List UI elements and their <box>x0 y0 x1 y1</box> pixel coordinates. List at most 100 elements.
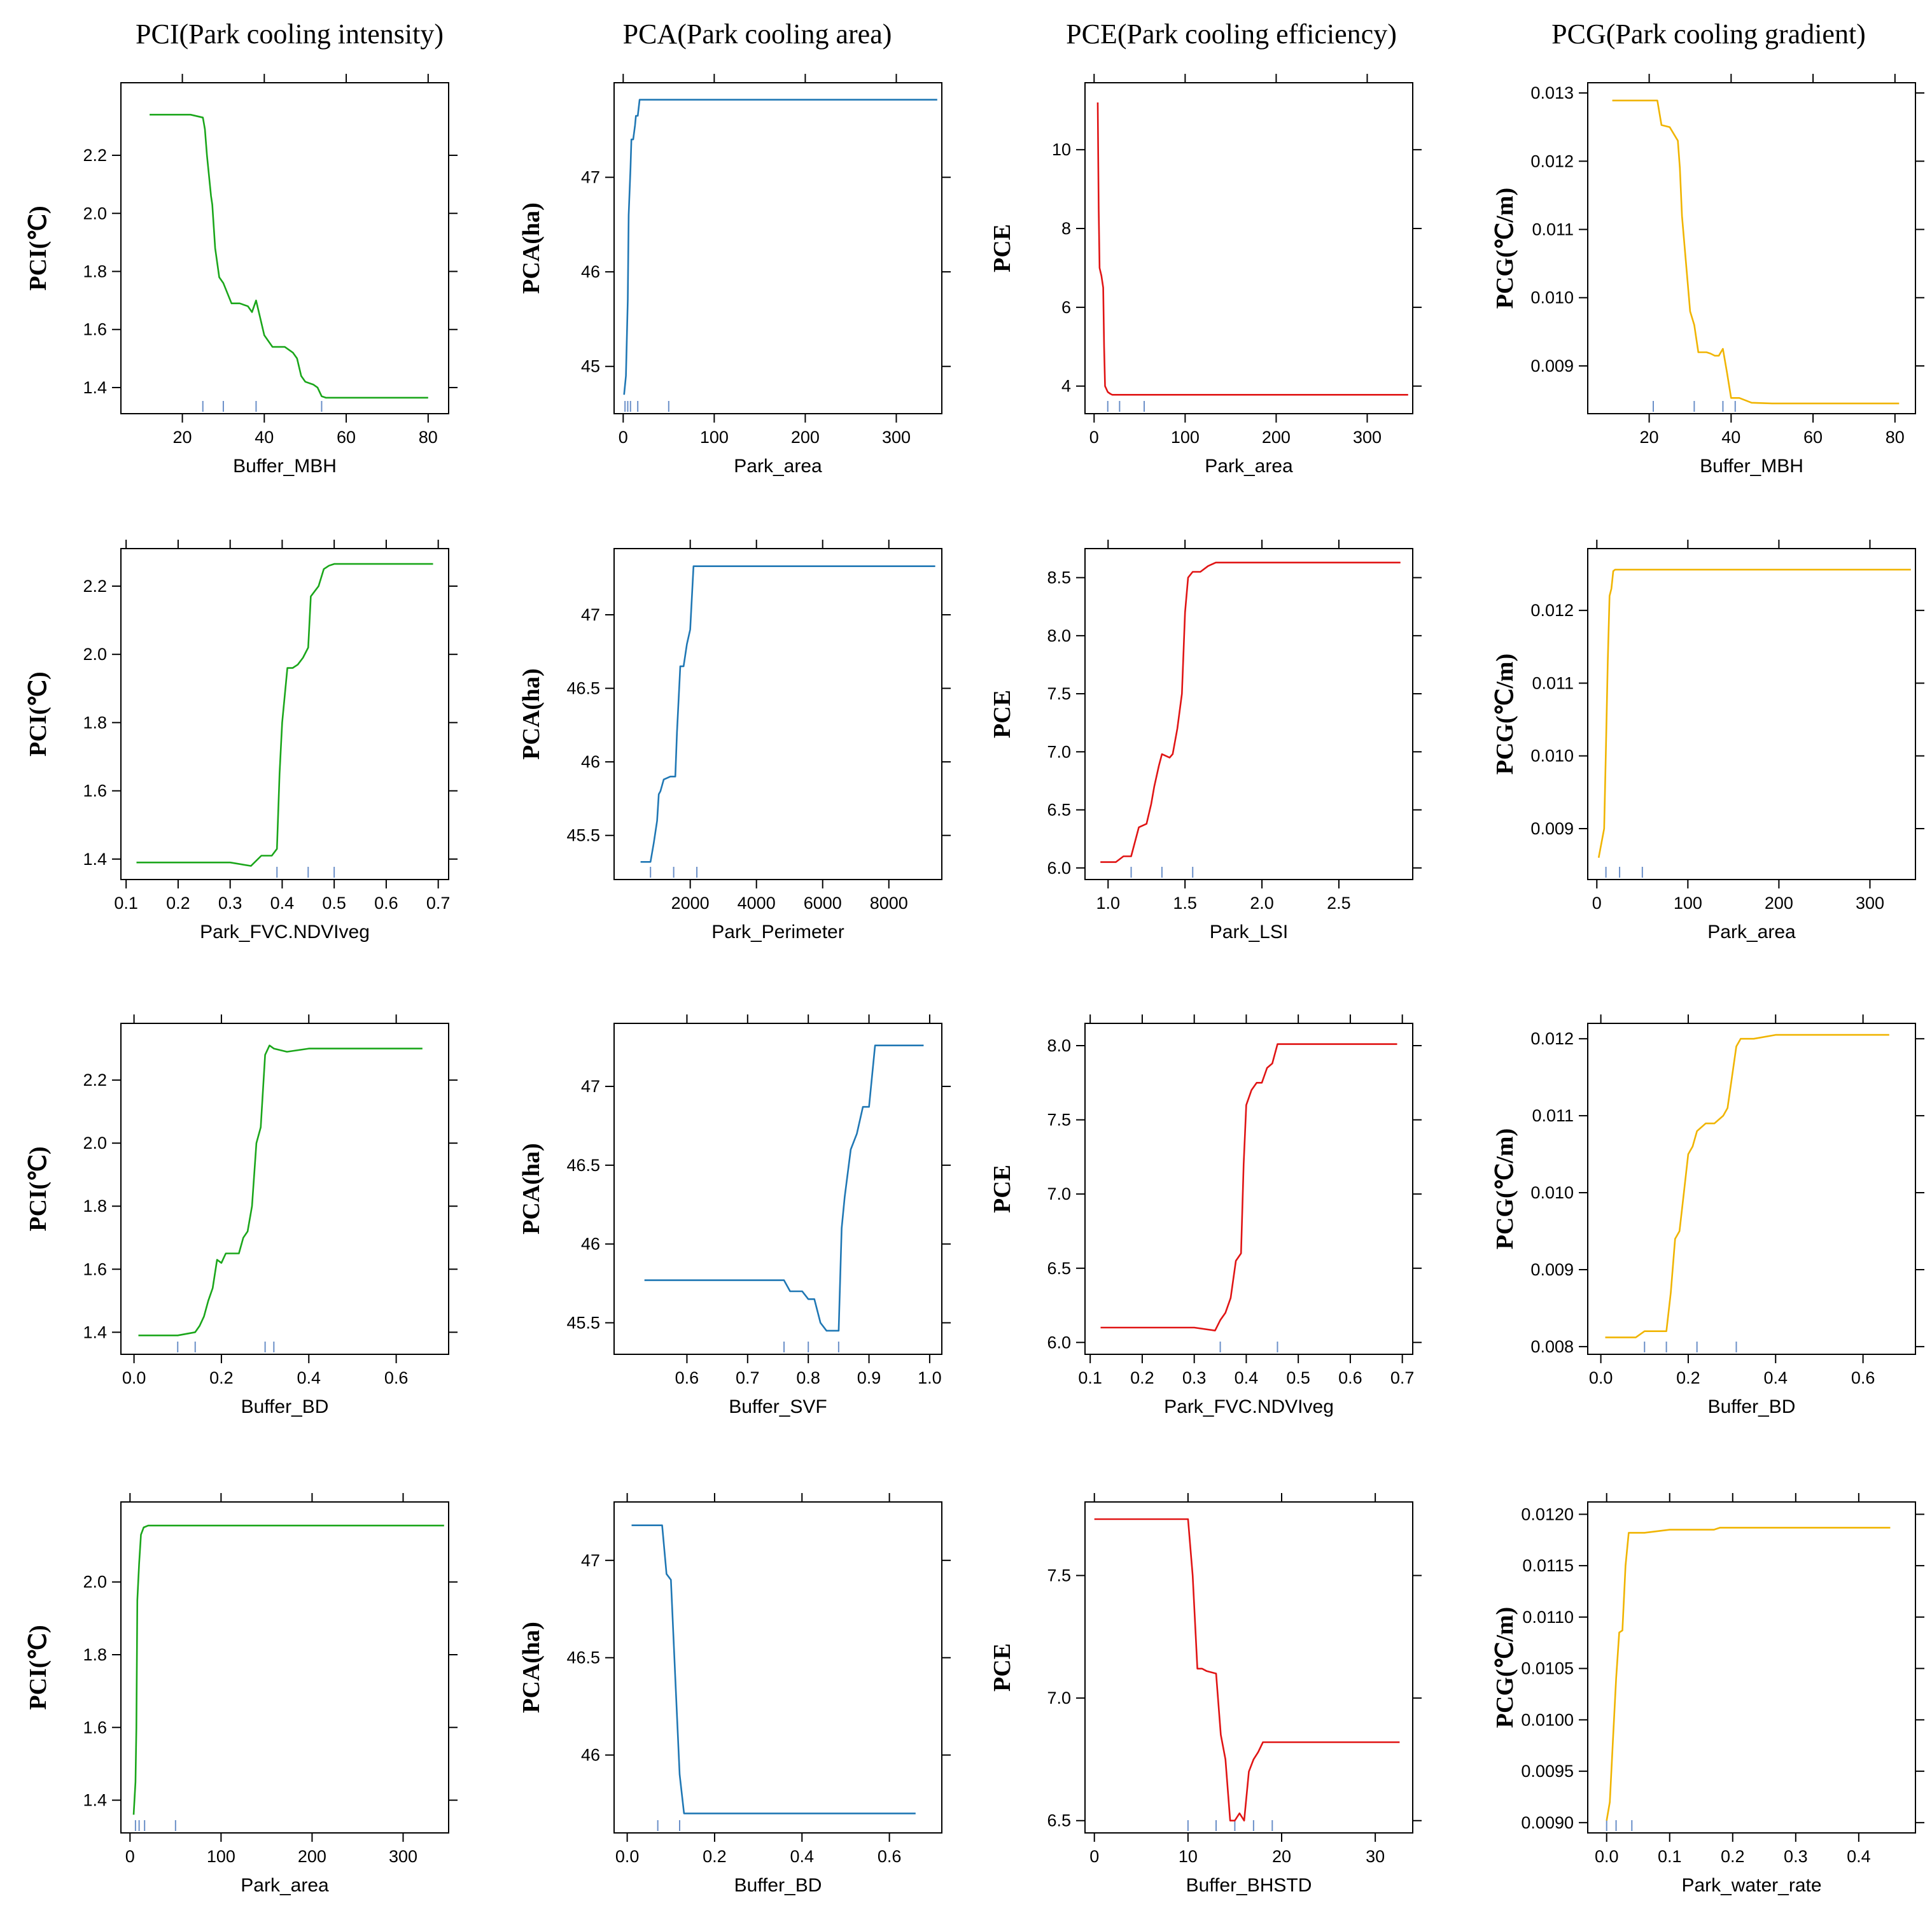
x-tick-label: 30 <box>1366 1847 1385 1866</box>
x-tick-label: 0.8 <box>796 1368 820 1387</box>
y-tick-label: 2.0 <box>83 645 107 664</box>
y-tick-label: 47 <box>581 605 600 624</box>
x-tick-label: 0.2 <box>1676 1368 1700 1387</box>
y-axis-label: PCI(℃) <box>25 206 52 290</box>
y-tick-label: 0.012 <box>1530 601 1574 620</box>
x-tick-label: 1.0 <box>918 1368 942 1387</box>
y-tick-label: 46.5 <box>566 679 600 698</box>
y-tick-label: 0.012 <box>1530 1029 1574 1048</box>
x-tick-label: 0.3 <box>1784 1847 1808 1866</box>
column-title-pci: PCI(Park cooling intensity) <box>136 18 444 50</box>
x-tick-label: 0 <box>125 1847 135 1866</box>
x-tick-label: 0.0 <box>122 1368 146 1387</box>
x-tick-label: 200 <box>298 1847 326 1866</box>
x-tick-label: 0 <box>619 428 628 447</box>
x-tick-label: 0.6 <box>1338 1368 1362 1387</box>
x-axis-label: Buffer_MBH <box>1700 456 1803 477</box>
y-tick-label: 0.009 <box>1530 819 1574 838</box>
y-tick-label: 0.008 <box>1530 1337 1574 1356</box>
y-tick-label: 47 <box>581 1551 600 1570</box>
x-axis-label: Park_FVC.NDVIveg <box>200 922 370 943</box>
series-line-pci <box>132 1524 444 1815</box>
plot-frame <box>1587 548 1916 880</box>
x-tick-label: 0.6 <box>374 894 398 913</box>
plot-frame <box>613 548 942 880</box>
x-tick-label: 0.4 <box>1847 1847 1871 1866</box>
y-tick-label: 2.0 <box>83 1133 107 1153</box>
x-tick-label: 0.0 <box>1595 1847 1619 1866</box>
y-tick-label: 1.6 <box>83 1259 107 1279</box>
x-axis-label: Buffer_MBH <box>233 456 337 477</box>
x-tick-label: 0.6 <box>878 1847 902 1866</box>
y-tick-label: 0.0095 <box>1521 1762 1574 1781</box>
y-tick-label: 2.2 <box>83 146 107 165</box>
chart-panel-6: 2000 4000 6000 8000 45.5 46 46.5 47 Park_Perimet… <box>518 540 951 943</box>
y-axis-label: PCG(℃/m) <box>1492 654 1518 775</box>
x-tick-label: 4000 <box>738 894 776 913</box>
y-tick-label: 7.0 <box>1047 742 1071 761</box>
x-tick-label: 0.2 <box>209 1368 234 1387</box>
x-tick-label: 0.4 <box>270 894 295 913</box>
x-tick-label: 0.7 <box>426 894 451 913</box>
y-tick-label: 10 <box>1052 140 1071 159</box>
y-tick-label: 7.0 <box>1047 1688 1071 1708</box>
x-tick-label: 80 <box>1886 428 1905 447</box>
x-tick-label: 0.2 <box>166 894 190 913</box>
y-tick-label: 4 <box>1061 377 1071 396</box>
column-title-pce: PCE(Park cooling efficiency) <box>1066 18 1397 50</box>
x-tick-label: 1.0 <box>1096 894 1120 913</box>
x-tick-label: 1.5 <box>1173 894 1197 913</box>
plot-frame <box>1587 82 1916 414</box>
plot-frame <box>1084 1023 1413 1355</box>
series-line-pci <box>136 563 433 867</box>
x-tick-label: 0.3 <box>218 894 242 913</box>
chart-panel-8: 0 100 200 300 0.009 0.010 0.011 0.012 Park_area P… <box>1492 540 1924 943</box>
x-tick-label: 60 <box>1803 428 1823 447</box>
y-tick-label: 7.5 <box>1047 1111 1071 1130</box>
x-tick-label: 200 <box>1765 894 1793 913</box>
x-axis-label: Park_area <box>1707 922 1796 943</box>
chart-panel-10: 0.6 0.7 0.8 0.9 1.0 45.5 46 46.5 47 Buffer_SVF PCA… <box>518 1014 951 1417</box>
y-axis-label: PCA(ha) <box>518 668 545 760</box>
y-tick-label: 1.4 <box>83 378 107 397</box>
y-tick-label: 45.5 <box>566 826 600 845</box>
x-axis-label: Buffer_BD <box>734 1875 822 1896</box>
y-tick-label: 6.5 <box>1047 801 1071 820</box>
y-tick-label: 6.0 <box>1047 1333 1071 1352</box>
y-tick-label: 1.6 <box>83 782 107 801</box>
x-tick-label: 300 <box>1353 428 1382 447</box>
y-tick-label: 1.8 <box>83 1645 107 1664</box>
x-tick-label: 10 <box>1179 1847 1198 1866</box>
x-tick-label: 2.5 <box>1327 894 1351 913</box>
x-tick-label: 0.1 <box>1658 1847 1682 1866</box>
y-tick-label: 0.009 <box>1530 1260 1574 1279</box>
chart-panel-16: 0.0 0.1 0.2 0.3 0.4 0.0090 0.0095 0.0100 0.0105 0… <box>1492 1493 1924 1896</box>
chart-panel-1: 20 40 60 80 1.4 1.6 1.8 2.0 2.2 Buffer_MBH PCI(℃) <box>25 74 458 477</box>
y-tick-label: 1.8 <box>83 713 107 732</box>
x-tick-label: 0.6 <box>675 1368 699 1387</box>
y-axis-label: PCE <box>989 1643 1016 1692</box>
y-tick-label: 7.5 <box>1047 684 1071 703</box>
x-tick-label: 40 <box>255 428 274 447</box>
y-tick-label: 2.0 <box>83 1573 107 1592</box>
x-tick-label: 20 <box>173 428 192 447</box>
y-tick-label: 47 <box>581 1077 600 1096</box>
x-tick-label: 100 <box>700 428 729 447</box>
chart-panel-7: 1.0 1.5 2.0 2.5 6.0 6.5 7.0 7.5 8.0 8.5 Park_LSI PC… <box>989 540 1422 943</box>
x-axis-label: Park_FVC.NDVIveg <box>1164 1396 1334 1417</box>
series-line-pce <box>1096 102 1408 396</box>
x-tick-label: 300 <box>1856 894 1884 913</box>
y-tick-label: 46.5 <box>566 1648 600 1667</box>
x-tick-label: 40 <box>1721 428 1740 447</box>
series-line-pci <box>150 113 428 399</box>
y-tick-label: 1.8 <box>83 1196 107 1216</box>
x-tick-label: 0.1 <box>114 894 138 913</box>
chart-panel-4: 20 40 60 80 0.009 0.010 0.011 0.012 0.013 Buffer_… <box>1492 74 1924 477</box>
x-axis-label: Park_water_rate <box>1681 1875 1821 1896</box>
y-tick-label: 0.0090 <box>1521 1813 1574 1832</box>
plot-frame <box>120 1501 449 1834</box>
x-axis-label: Park_area <box>241 1875 329 1896</box>
x-tick-label: 0.5 <box>322 894 346 913</box>
y-tick-label: 0.0100 <box>1521 1710 1574 1729</box>
x-axis-label: Park_LSI <box>1210 922 1288 943</box>
